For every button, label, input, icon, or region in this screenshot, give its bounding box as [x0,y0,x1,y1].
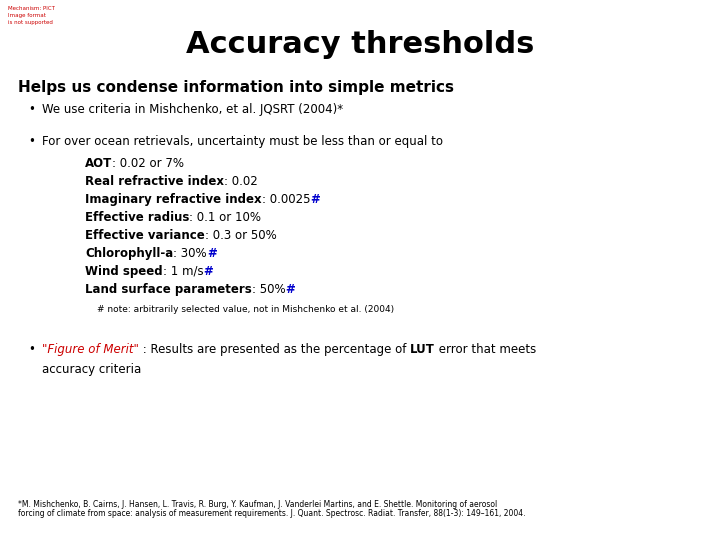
Text: : 1 m/s: : 1 m/s [163,265,203,278]
Text: #: # [207,247,217,260]
Text: : 0.0025: : 0.0025 [261,193,310,206]
Text: #: # [203,265,213,278]
Text: #: # [285,283,295,296]
Text: •: • [28,343,35,356]
Text: : 0.02 or 7%: : 0.02 or 7% [112,157,184,170]
Text: Effective radius: Effective radius [85,211,189,224]
Text: error that meets: error that meets [435,343,536,356]
Text: •: • [28,103,35,116]
Text: : 30%: : 30% [174,247,207,260]
Text: Image format: Image format [8,13,46,18]
Text: "Figure of Merit": "Figure of Merit" [42,343,139,356]
Text: LUT: LUT [410,343,435,356]
Text: : 0.1 or 10%: : 0.1 or 10% [189,211,261,224]
Text: Chlorophyll-a: Chlorophyll-a [85,247,174,260]
Text: Imaginary refractive index: Imaginary refractive index [85,193,261,206]
Text: Accuracy thresholds: Accuracy thresholds [186,30,534,59]
Text: Wind speed: Wind speed [85,265,163,278]
Text: Effective variance: Effective variance [85,229,204,242]
Text: : Results are presented as the percentage of: : Results are presented as the percentag… [139,343,410,356]
Text: •: • [28,135,35,148]
Text: : 50%: : 50% [252,283,285,296]
Text: *M. Mishchenko, B. Cairns, J. Hansen, L. Travis, R. Burg, Y. Kaufman, J. Vanderl: *M. Mishchenko, B. Cairns, J. Hansen, L.… [18,500,498,509]
Text: We use criteria in Mishchenko, et al. JQSRT (2004)*: We use criteria in Mishchenko, et al. JQ… [42,103,343,116]
Text: For over ocean retrievals, uncertainty must be less than or equal to: For over ocean retrievals, uncertainty m… [42,135,443,148]
Text: Real refractive index: Real refractive index [85,175,224,188]
Text: AOT: AOT [85,157,112,170]
Text: Helps us condense information into simple metrics: Helps us condense information into simpl… [18,80,454,95]
Text: Mechanism: PICT: Mechanism: PICT [8,6,55,11]
Text: #: # [310,193,320,206]
Text: forcing of climate from space: analysis of measurement requirements. J. Quant. S: forcing of climate from space: analysis … [18,509,526,518]
Text: : 0.3 or 50%: : 0.3 or 50% [204,229,276,242]
Text: Land surface parameters: Land surface parameters [85,283,252,296]
Text: accuracy criteria: accuracy criteria [42,363,141,376]
Text: # note: arbitrarily selected value, not in Mishchenko et al. (2004): # note: arbitrarily selected value, not … [97,305,394,314]
Text: : 0.02: : 0.02 [224,175,258,188]
Text: is not supported: is not supported [8,20,53,25]
